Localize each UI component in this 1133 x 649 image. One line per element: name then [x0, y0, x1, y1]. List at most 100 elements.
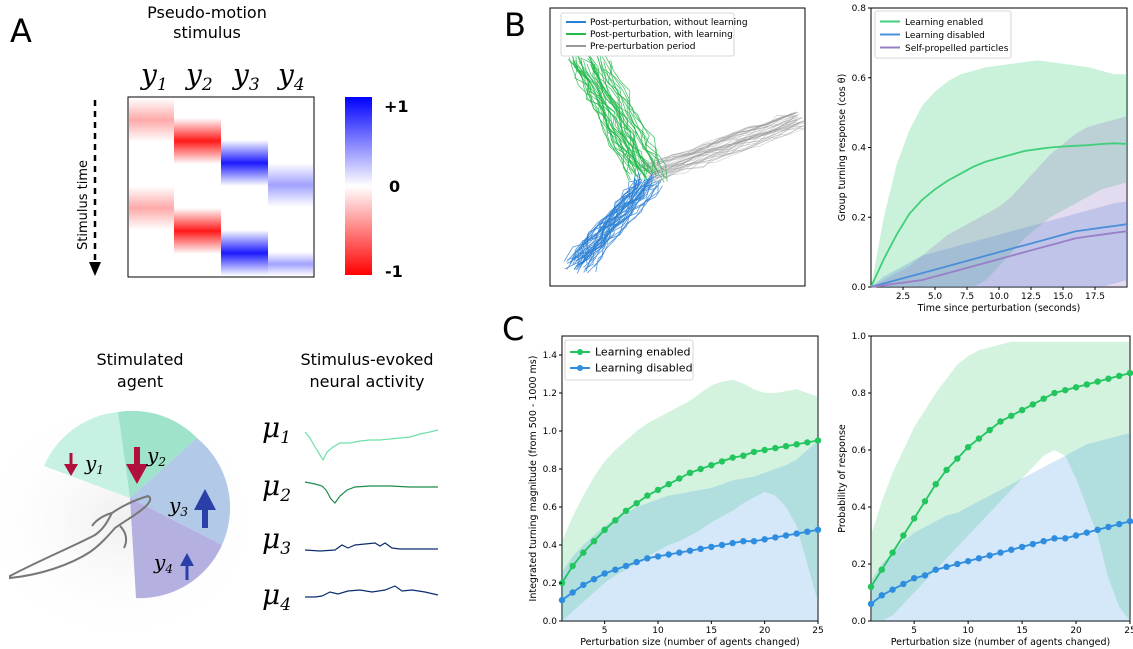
data-point	[633, 558, 640, 566]
y-tick-label: 0.6	[543, 503, 558, 513]
without-learning-trajectory	[590, 176, 655, 261]
data-point	[676, 549, 683, 556]
colorbar	[345, 97, 372, 275]
data-point	[612, 566, 619, 573]
y-tick-label: 1.2	[543, 389, 557, 399]
without-learning-trajectory	[581, 172, 654, 259]
data-point	[986, 552, 993, 559]
data-point	[718, 458, 726, 465]
x-axis-label: Time since perturbation (seconds)	[917, 303, 1081, 314]
x-tick-label: 5.0	[928, 292, 943, 302]
y-tick-label: 0.6	[852, 446, 867, 456]
data-point	[761, 446, 768, 454]
data-point	[772, 444, 779, 452]
x-tick-label: 15.0	[1053, 292, 1073, 302]
data-point	[878, 566, 885, 573]
data-point	[558, 596, 566, 604]
data-point	[1126, 518, 1133, 525]
data-point	[569, 589, 576, 596]
with-learning-trajectory	[604, 55, 659, 173]
y-tick-label: 0.8	[543, 465, 558, 475]
band-learning-enabled	[562, 379, 818, 621]
x-tick-label: 10.0	[989, 292, 1009, 302]
data-point	[761, 536, 768, 543]
y-tick-label: 0.4	[543, 541, 558, 551]
y4-label: y4	[276, 58, 305, 95]
agent-title-line1: Stimulated	[96, 350, 183, 369]
data-point	[878, 592, 885, 599]
x-axis-label: Perturbation size (number of agents chan…	[891, 637, 1110, 648]
data-point	[1018, 543, 1026, 551]
y-tick-label: 0.0	[852, 617, 867, 627]
without-learning-trajectory	[585, 180, 657, 264]
y-tick-label: 0.4	[852, 503, 867, 513]
data-point	[814, 437, 822, 444]
legend-box	[564, 339, 694, 381]
fish-outline	[9, 494, 152, 580]
mu1-label: μ1	[262, 411, 291, 448]
data-point	[804, 439, 811, 446]
mu4-label: μ4	[262, 578, 291, 615]
y-tick-label: 1.4	[543, 351, 558, 361]
x-tick-label: 10	[962, 626, 974, 636]
data-point	[921, 572, 929, 579]
pre-trajectory	[647, 120, 798, 179]
data-point	[590, 576, 598, 583]
neural-title-line2: neural activity	[309, 372, 424, 391]
up-arrow-y4	[180, 553, 194, 580]
data-point	[782, 443, 790, 450]
data-point	[1062, 386, 1069, 394]
traj-legend-pre: Pre-perturbation period	[590, 42, 695, 52]
sector-y4-label: y4	[153, 550, 173, 576]
data-point	[1116, 372, 1123, 380]
legend-label: Learning disabled	[905, 31, 985, 41]
x-tick-label: 7.5	[960, 292, 974, 302]
y-tick-label: 1.0	[852, 332, 867, 342]
data-point	[900, 532, 907, 539]
mu1-trace	[304, 429, 439, 462]
data-point	[729, 454, 736, 461]
line-self-propelled-particles	[870, 230, 1128, 288]
legend-label: Learning disabled	[595, 362, 693, 375]
data-point	[1040, 538, 1047, 545]
data-point	[676, 475, 683, 482]
x-tick-label: 5	[911, 626, 917, 636]
data-point	[601, 526, 608, 533]
data-point	[1094, 526, 1101, 533]
with-learning-trajectory	[571, 49, 631, 172]
pre-trajectory	[646, 112, 796, 168]
with-learning-trajectory	[596, 53, 654, 172]
mu3-trace	[304, 542, 438, 552]
mu3-label: μ3	[262, 522, 291, 559]
data-point	[900, 580, 907, 588]
line-learning-enabled	[870, 142, 1128, 288]
trajectory-plot: Post-perturbation, without learning Post…	[549, 7, 807, 287]
without-learning-trajectory	[573, 180, 638, 265]
x-axis-label: Perturbation size (number of agents chan…	[580, 637, 799, 648]
mu2-label: μ2	[262, 469, 291, 506]
legend-label: Self-propelled particles	[905, 44, 1009, 54]
without-learning-trajectory	[566, 178, 642, 263]
with-learning-trajectory	[603, 61, 665, 183]
data-point	[580, 581, 587, 589]
data-point	[867, 600, 875, 608]
data-point	[686, 547, 694, 554]
traj-legend-without: Post-perturbation, without learning	[590, 18, 748, 28]
data-point	[954, 560, 961, 568]
band-learning-enabled	[871, 341, 1130, 621]
data-point	[1051, 535, 1058, 542]
y3-label: y3	[231, 58, 260, 95]
stimulus-column-labels: y1 y2 y3 y4	[139, 58, 305, 95]
data-point	[1083, 381, 1091, 388]
data-point	[1008, 412, 1015, 419]
data-point	[1094, 378, 1101, 385]
data-point	[590, 538, 598, 545]
data-point	[1008, 546, 1015, 553]
data-point	[964, 443, 972, 451]
y-axis-label: Integrated turning magnitude (from 500 -…	[528, 356, 539, 602]
x-tick-label: 20	[759, 626, 771, 636]
colorbar-top-label: +1	[384, 97, 409, 116]
x-tick-label: 2.5	[896, 292, 910, 302]
data-point	[889, 586, 896, 593]
data-point	[1040, 395, 1047, 402]
